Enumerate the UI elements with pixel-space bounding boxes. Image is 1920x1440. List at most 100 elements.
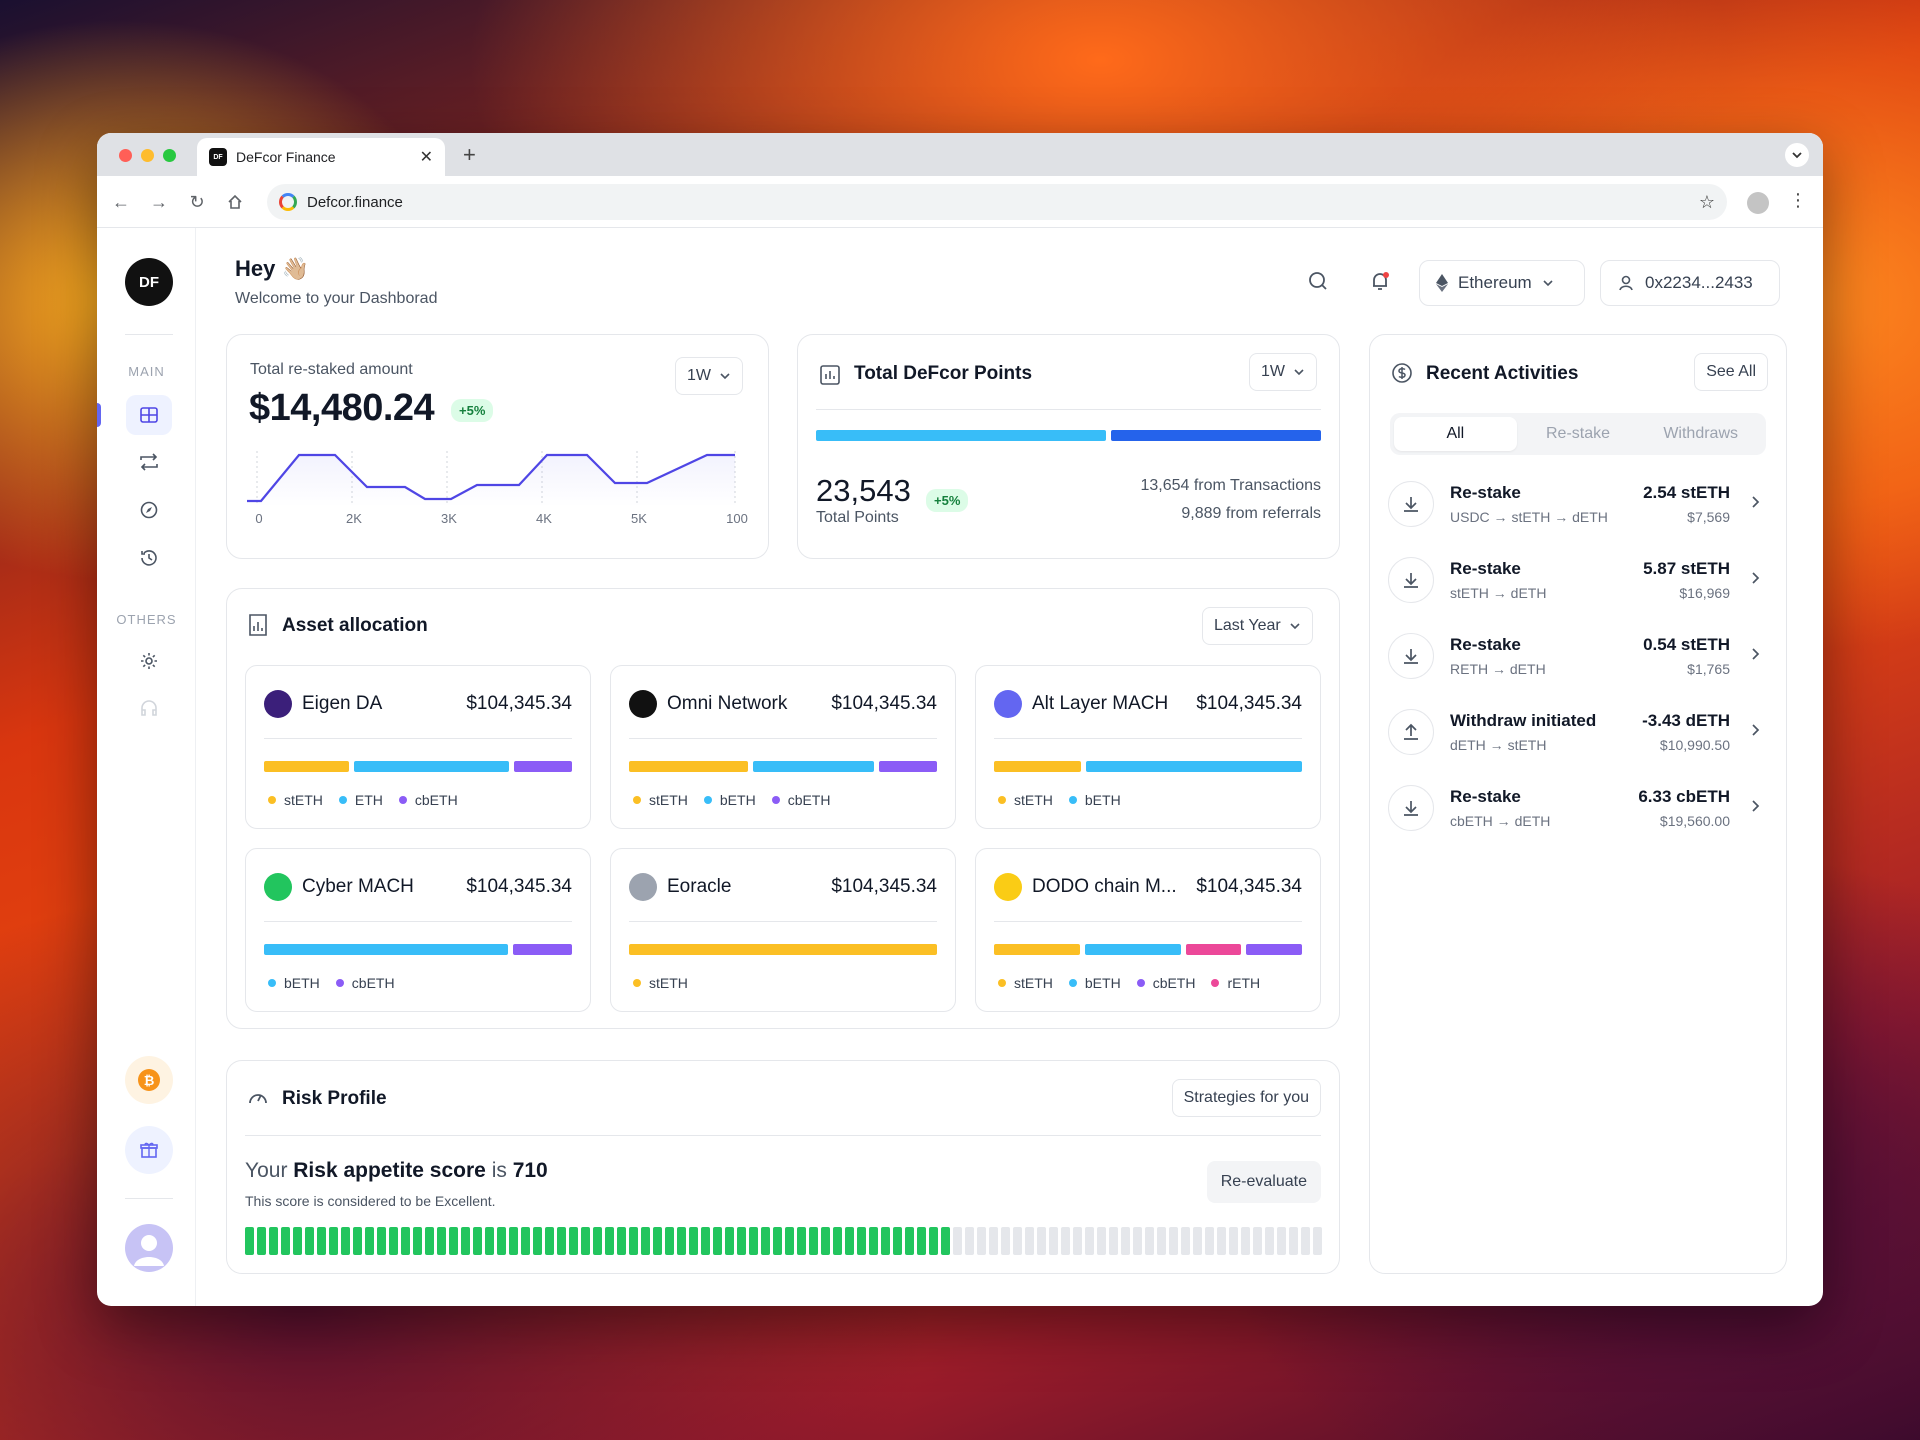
risk-meter-segment — [545, 1227, 554, 1255]
asset-card[interactable]: Alt Layer MACH $104,345.34 stETH bETH — [975, 665, 1321, 829]
risk-meter-segment — [521, 1227, 530, 1255]
reload-icon[interactable]: ↻ — [189, 191, 205, 212]
browser-tabbar: DF DeFcor Finance ✕ + — [97, 133, 1823, 176]
risk-meter-segment — [941, 1227, 950, 1255]
asset-bar-segment — [879, 761, 937, 772]
close-tab-icon[interactable]: ✕ — [419, 149, 433, 166]
activity-type: Withdraw initiated — [1450, 711, 1597, 730]
risk-meter-segment — [1181, 1227, 1190, 1255]
sidebar-item-dashboard[interactable] — [126, 395, 172, 435]
network-selector[interactable]: Ethereum — [1419, 260, 1585, 306]
risk-meter-segment — [917, 1227, 926, 1255]
points-transactions: 13,654 from Transactions — [1140, 477, 1321, 494]
points-referrals: 9,889 from referrals — [1181, 505, 1321, 522]
activity-usd: $1,765 — [1687, 661, 1730, 677]
legend-dot — [998, 979, 1006, 987]
activity-row[interactable]: Re-stake RETH → dETH 0.54 stETH $1,765 — [1388, 627, 1768, 691]
forward-icon[interactable]: → — [150, 191, 168, 212]
home-icon[interactable] — [223, 190, 247, 214]
asset-name: Alt Layer MACH — [1032, 693, 1169, 714]
chevron-right-icon[interactable] — [1750, 723, 1760, 740]
asset-bar-segment — [752, 761, 875, 772]
restaked-period-dropdown[interactable]: 1W — [675, 357, 743, 395]
app-logo[interactable]: DF — [125, 258, 173, 306]
reevaluate-button[interactable]: Re-evaluate — [1206, 1161, 1321, 1203]
tab-restake[interactable]: Re-stake — [1545, 425, 1611, 442]
asset-card[interactable]: Eigen DA $104,345.34 stETH ETH cbETH — [245, 665, 591, 829]
asset-bar-segment — [514, 761, 572, 772]
back-icon[interactable]: ← — [112, 191, 130, 212]
risk-meter-segment — [617, 1227, 626, 1255]
sidebar-item-transfers[interactable] — [126, 442, 172, 482]
points-value: 23,543 — [816, 473, 911, 508]
legend-label: stETH — [649, 975, 688, 991]
activity-row[interactable]: Re-stake cbETH → dETH 6.33 cbETH $19,560.00 — [1388, 779, 1768, 843]
points-divider — [816, 409, 1321, 410]
legend-dot — [398, 796, 407, 804]
user-avatar[interactable] — [125, 1224, 173, 1272]
strategies-button[interactable]: Strategies for you — [1171, 1079, 1321, 1117]
tab-withdraws[interactable]: Withdraws — [1663, 425, 1739, 442]
tab-search-icon[interactable] — [1785, 143, 1809, 167]
greeting-subtitle: Welcome to your Dashborad — [235, 290, 438, 307]
risk-mid: is — [485, 1159, 513, 1182]
bookmark-star-icon[interactable]: ☆ — [1698, 191, 1715, 212]
close-window-button[interactable] — [119, 149, 132, 162]
points-label: Total Points — [816, 509, 899, 526]
see-all-button[interactable]: See All — [1694, 353, 1768, 391]
activity-usd: $10,990.50 — [1659, 737, 1730, 753]
activity-row[interactable]: Withdraw initiated dETH → stETH -3.43 dETH… — [1388, 703, 1768, 767]
asset-logo-icon — [264, 873, 292, 901]
notification-bell-icon[interactable] — [1367, 268, 1393, 294]
maximize-window-button[interactable] — [163, 149, 176, 162]
minimize-window-button[interactable] — [141, 149, 154, 162]
activity-row[interactable]: Re-stake USDC → stETH → dETH 2.54 stETH $7,… — [1388, 475, 1768, 539]
asset-card[interactable]: Eoracle $104,345.34 stETH — [610, 848, 956, 1012]
bitcoin-button[interactable]: ₿ — [125, 1056, 173, 1104]
wallet-button[interactable]: 0x2234...2433 — [1600, 260, 1780, 306]
activity-row[interactable]: Re-stake stETH → dETH 5.87 stETH $16,969 — [1388, 551, 1768, 615]
chevron-right-icon[interactable] — [1750, 571, 1760, 588]
dashboard-app: DF MAIN OTHERS ₿ — [97, 228, 1823, 1306]
asset-bar-segment — [1246, 944, 1302, 955]
sidebar-item-support[interactable] — [126, 688, 172, 728]
browser-tab[interactable]: DF DeFcor Finance ✕ — [197, 138, 445, 176]
tab-all[interactable]: All — [1394, 417, 1517, 451]
asset-bar-segment — [264, 944, 509, 955]
sidebar-item-settings[interactable] — [126, 641, 172, 681]
risk-meter-segment — [1217, 1227, 1226, 1255]
asset-legend: stETH ETH cbETH — [268, 792, 458, 808]
risk-meter-segment — [437, 1227, 446, 1255]
download-icon — [1388, 785, 1434, 831]
sidebar-others-label: OTHERS — [116, 612, 177, 627]
asset-period-dropdown[interactable]: Last Year — [1202, 607, 1313, 645]
asset-allocation-bar — [264, 944, 572, 955]
chevron-right-icon[interactable] — [1750, 495, 1760, 512]
points-period-dropdown[interactable]: 1W — [1249, 353, 1317, 391]
profile-avatar[interactable] — [1747, 192, 1769, 214]
new-tab-icon[interactable]: + — [463, 142, 476, 167]
chevron-right-icon[interactable] — [1750, 799, 1760, 816]
risk-meter-segment — [1313, 1227, 1322, 1255]
rewards-button[interactable] — [125, 1126, 173, 1174]
address-bar[interactable]: Defcor.finance ☆ — [267, 184, 1727, 220]
risk-meter-segment — [1277, 1227, 1286, 1255]
asset-divider — [994, 738, 1302, 739]
asset-card[interactable]: DODO chain M... $104,345.34 stETH bETH cbETH… — [975, 848, 1321, 1012]
asset-value: $104,345.34 — [831, 876, 937, 897]
risk-meter-segment — [569, 1227, 578, 1255]
search-icon[interactable] — [1305, 268, 1331, 294]
asset-card[interactable]: Cyber MACH $104,345.34 bETH cbETH — [245, 848, 591, 1012]
asset-value: $104,345.34 — [466, 876, 572, 897]
browser-menu-icon[interactable]: ⋮ — [1789, 190, 1807, 210]
asset-name: Cyber MACH — [302, 876, 414, 897]
chevron-right-icon[interactable] — [1750, 647, 1760, 664]
asset-card[interactable]: Omni Network $104,345.34 stETH bETH cbETH — [610, 665, 956, 829]
period-label: 1W — [687, 367, 711, 384]
legend-dot — [268, 979, 276, 987]
risk-meter-segment — [929, 1227, 938, 1255]
sidebar-item-history[interactable] — [126, 538, 172, 578]
risk-bold: Risk appetite score — [293, 1159, 486, 1182]
sidebar-main-label: MAIN — [128, 364, 165, 379]
sidebar-item-explore[interactable] — [126, 490, 172, 530]
